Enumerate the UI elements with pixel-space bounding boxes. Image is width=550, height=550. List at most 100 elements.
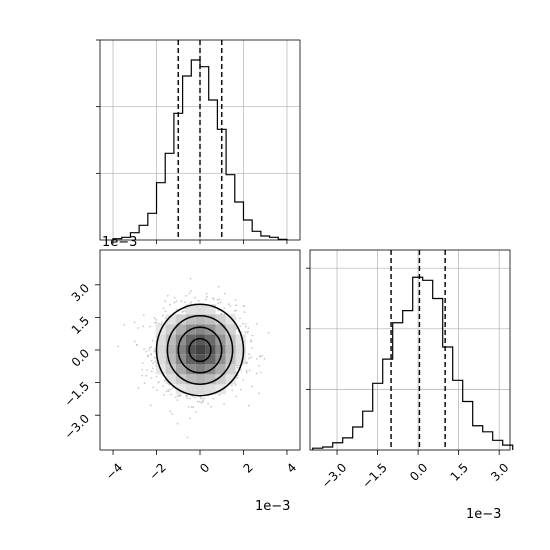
scatter-point: [245, 371, 248, 374]
scatter-point: [206, 295, 208, 298]
density-cell: [185, 304, 196, 315]
scatter-point: [141, 368, 144, 371]
right-histogram-grid: [310, 250, 510, 450]
right-histogram-frame: [309, 249, 511, 451]
scatter-point: [205, 298, 207, 301]
right-histogram-steps: [312, 276, 514, 450]
right-xtick-label-1: −1.5: [359, 460, 390, 491]
right-xtick-label-2: 0.0: [407, 460, 430, 483]
density-cell: [165, 324, 176, 335]
density-cell: [185, 384, 196, 395]
scatter-point: [259, 371, 262, 374]
scatter-point: [250, 356, 252, 359]
scatter-point: [218, 298, 221, 301]
scatter-point: [245, 325, 247, 328]
scatter-xtick-label-0: −4: [103, 460, 125, 482]
scatter-point: [194, 296, 196, 299]
scatter-point: [207, 402, 210, 405]
scatter-x-offset-text: 1e−3: [255, 499, 290, 514]
scatter-point: [224, 292, 226, 295]
right-xtick-label-4: 3.0: [488, 460, 511, 483]
density-cell: [175, 384, 186, 395]
scatter-point: [197, 300, 200, 302]
scatter-point: [133, 340, 136, 343]
scatter-point: [180, 300, 183, 302]
density-cell: [235, 344, 246, 355]
scatter-point: [155, 389, 158, 392]
scatter-point: [145, 374, 148, 377]
scatter-point: [157, 322, 160, 325]
scatter-point: [148, 349, 150, 352]
density-cell: [205, 334, 216, 345]
density-cell: [215, 324, 226, 335]
density-contours: [155, 303, 245, 397]
scatter-point: [203, 397, 206, 400]
scatter-point: [237, 374, 239, 377]
scatter-point: [200, 397, 203, 400]
scatter-point: [184, 307, 187, 310]
scatter-point: [169, 388, 172, 391]
scatter-point: [133, 321, 136, 324]
density-cell: [215, 314, 226, 325]
scatter-point: [142, 314, 145, 317]
scatter-point: [256, 322, 258, 325]
scatter-point: [198, 400, 201, 403]
scatter-point: [242, 379, 245, 382]
density-cell: [225, 324, 236, 335]
scatter-point: [242, 305, 245, 308]
scatter-point: [229, 305, 232, 307]
scatter-point: [240, 369, 243, 371]
scatter-point: [186, 397, 189, 399]
scatter-point: [189, 397, 191, 400]
scatter-point: [235, 309, 238, 312]
contour-level-2: [166, 315, 234, 385]
density-cell: [155, 354, 166, 365]
scatter-point: [153, 317, 156, 319]
density-cell: [235, 334, 246, 345]
scatter-point: [212, 397, 215, 400]
scatter-point: [151, 339, 154, 342]
scatter-point: [146, 369, 149, 371]
density-cell: [165, 364, 176, 375]
scatter-point: [137, 327, 140, 329]
density-cell: [155, 344, 166, 355]
density-cell: [195, 304, 206, 315]
density-cell: [155, 334, 166, 345]
density-cell: [175, 374, 186, 385]
scatter-point: [267, 331, 270, 334]
top-histogram-steps: [112, 59, 288, 240]
scatter-point: [219, 301, 222, 304]
scatter-point: [217, 285, 220, 288]
scatter-point: [239, 317, 241, 320]
density-cell: [215, 344, 226, 355]
scatter-point: [213, 298, 215, 301]
scatter-point: [210, 406, 212, 408]
scatter-ytick-label-0: −3.0: [62, 411, 93, 442]
top-histogram-panel: [96, 39, 301, 244]
scatter-point: [141, 362, 144, 364]
scatter-point: [162, 307, 165, 310]
density-cell: [195, 344, 206, 355]
scatter-point: [155, 375, 158, 378]
scatter-point: [147, 355, 149, 358]
scatter-point: [190, 290, 193, 292]
scatter-point: [248, 404, 250, 407]
scatter-point: [228, 303, 230, 306]
scatter-density-panel: −4 −2 0 2 4 −3.0−1.5 0.0 1.5 3.0: [62, 249, 301, 483]
scatter-point: [223, 307, 226, 310]
scatter-point: [169, 410, 172, 413]
scatter-point: [195, 411, 197, 413]
scatter-point: [258, 355, 261, 358]
scatter-point: [197, 400, 199, 403]
scatter-point: [171, 387, 174, 390]
scatter-point: [153, 356, 156, 359]
scatter-point: [176, 422, 179, 425]
scatter-point: [235, 376, 238, 379]
scatter-point: [248, 353, 251, 356]
scatter-point: [263, 357, 266, 360]
scatter-point: [173, 296, 176, 299]
top-x-offset-text: 1e−3: [102, 235, 137, 250]
scatter-xtick-label-4: 4: [284, 460, 299, 475]
scatter-point: [251, 334, 254, 337]
density-cell: [165, 314, 176, 325]
